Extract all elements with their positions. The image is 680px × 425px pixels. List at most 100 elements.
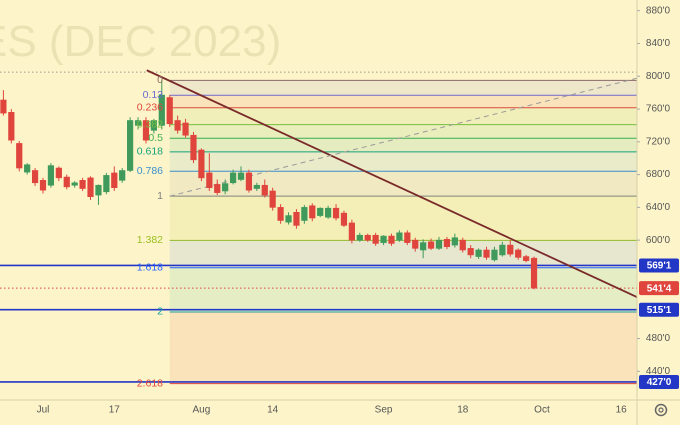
candle-body [166, 97, 173, 125]
x-tick-label: Aug [193, 405, 211, 416]
candle-body [55, 167, 62, 179]
candle-body [174, 120, 181, 131]
candle-body [293, 211, 300, 226]
candle-body [467, 248, 474, 256]
fib-label: 0.5 [148, 132, 163, 144]
candle-body [427, 241, 435, 249]
candle-body [404, 232, 411, 243]
candle-body [372, 234, 379, 244]
candle-body [119, 170, 126, 181]
candle-body [63, 176, 70, 188]
candle-body [325, 207, 332, 218]
candle-body [507, 244, 514, 255]
candle-body [8, 111, 15, 141]
x-tick-label: Jul [37, 405, 50, 416]
y-tick-label: 880'0 [646, 5, 671, 16]
candle-body [87, 177, 94, 198]
price-tag [639, 281, 679, 296]
fib-band [169, 95, 637, 108]
fib-band [169, 267, 637, 312]
candle-body [79, 180, 86, 189]
y-tick-label: 640'0 [646, 202, 671, 213]
x-tick-label: 17 [109, 405, 121, 416]
candle-body [515, 249, 522, 258]
candle-body [111, 172, 118, 189]
candle-body [237, 172, 245, 180]
fib-band [169, 80, 637, 96]
candle-body [24, 164, 31, 173]
candle-body [475, 249, 482, 257]
x-tick-label: Oct [534, 405, 550, 416]
candle-body [214, 184, 221, 193]
candle-body [261, 184, 268, 196]
candle-body [142, 120, 150, 141]
candle-body [491, 249, 498, 261]
price-tag-label: 569'1 [647, 261, 672, 272]
y-tick-label: 800'0 [646, 71, 671, 82]
y-tick-label: 440'0 [646, 366, 671, 377]
x-tick-label: 18 [457, 405, 469, 416]
fib-label: 0 [157, 74, 163, 86]
fib-label: 2 [157, 306, 163, 318]
price-tag [639, 258, 679, 273]
fib-label: 0.618 [137, 146, 163, 158]
fib-label: 2.618 [137, 377, 163, 389]
fib-label: 1 [157, 190, 163, 202]
candle-body [95, 184, 102, 196]
price-tag [639, 374, 679, 389]
candle-body [301, 207, 308, 221]
candle-body [309, 205, 316, 219]
fib-label: 0.13 [143, 89, 164, 101]
watermark: ES (DEC 2023) [0, 17, 281, 66]
candle-body [16, 143, 23, 169]
fib-label: 1.618 [137, 261, 163, 273]
candle-body [190, 134, 197, 161]
x-tick-label: 14 [267, 405, 279, 416]
candle-body [499, 244, 506, 256]
candle-body [412, 239, 419, 249]
fib-label: 0.786 [137, 165, 163, 177]
y-tick-label: 720'0 [646, 136, 671, 147]
price-tag-label: 427'0 [647, 377, 672, 388]
y-tick-label: 760'0 [646, 104, 671, 115]
plot-area [0, 69, 637, 385]
candle-body [127, 120, 134, 171]
candle-body [269, 190, 276, 208]
price-tag [639, 302, 679, 317]
candle-body [285, 215, 292, 223]
candle-body [435, 239, 443, 249]
trendline [146, 69, 637, 298]
candle-body [222, 183, 229, 192]
candle-body [103, 175, 110, 193]
candle-body [198, 149, 205, 179]
fib-band [169, 124, 637, 139]
candle-body [420, 242, 427, 251]
candle-body [348, 222, 355, 241]
candle-body [134, 120, 142, 126]
candle-body [459, 239, 466, 251]
y-tick-label: 600'0 [646, 235, 671, 246]
fib-band [169, 138, 637, 152]
candle-body [483, 249, 490, 258]
candle-body [150, 120, 157, 131]
fib-band [169, 196, 637, 241]
fib-band [169, 240, 637, 268]
x-tick-label: 16 [616, 405, 628, 416]
y-tick-label: 480'0 [646, 333, 671, 344]
candle-body [356, 234, 363, 241]
price-tag-label: 541'4 [647, 283, 672, 294]
candle-body [277, 207, 284, 221]
candle-body [158, 94, 165, 126]
y-tick-label: 680'0 [646, 169, 671, 180]
candle-body [451, 237, 458, 246]
candle-body [340, 212, 348, 226]
fib-band [169, 311, 637, 384]
fib-label: 0.382 [137, 118, 163, 130]
settings-icon[interactable] [654, 403, 668, 417]
candle-body [182, 122, 189, 136]
fib-label: 0.236 [137, 101, 163, 113]
candle-body [39, 180, 47, 191]
candle-body [380, 235, 387, 243]
